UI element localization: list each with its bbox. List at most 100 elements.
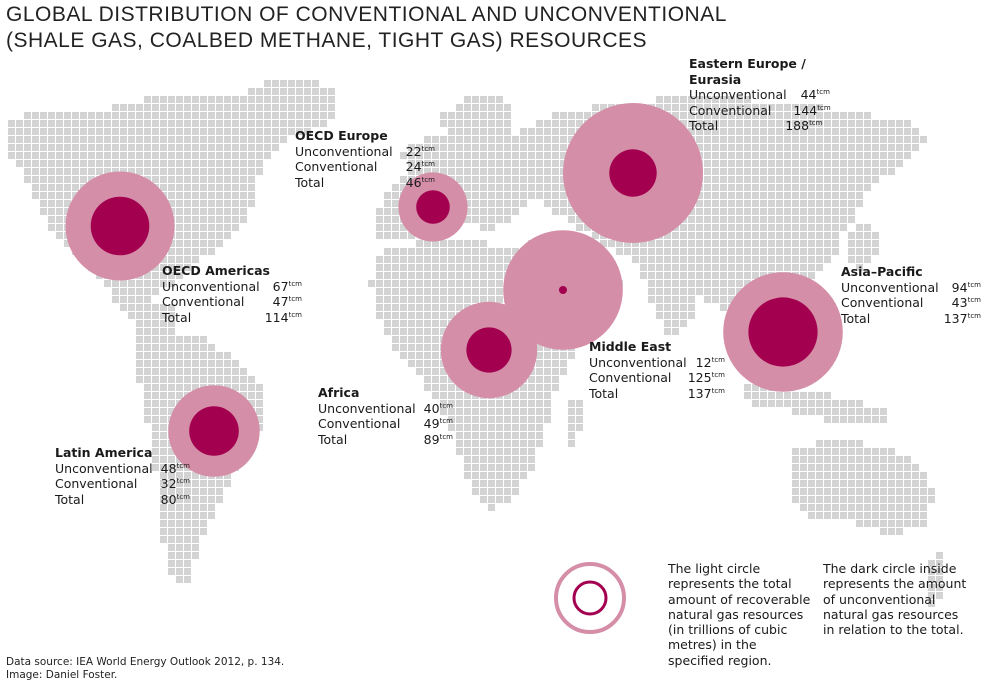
unit: tcm: [967, 295, 981, 304]
note-line: represents the amount: [823, 576, 967, 592]
unit: tcm: [439, 432, 453, 441]
value-total: 114: [264, 309, 289, 325]
label-unconventional: Unconventional: [689, 87, 787, 102]
region-label-middle-east: Middle East Unconventional 12tcm Conventi…: [589, 339, 725, 401]
label-total: Total: [689, 118, 719, 133]
image-credit: Image: Daniel Foster.: [6, 669, 118, 681]
legend-light-circle: [554, 562, 626, 634]
note-line: represents the total: [668, 576, 792, 592]
region-name: Eastern Europe / Eurasia: [689, 56, 806, 87]
unconventional-circle-oecd-americas: [90, 196, 150, 256]
label-unconventional: Unconventional: [841, 279, 939, 295]
region-name: Africa: [318, 385, 360, 400]
note-line: The dark circle inside: [823, 561, 957, 576]
value-conventional: 24: [405, 159, 422, 174]
value-total: 188: [785, 118, 810, 133]
value-conventional: 43: [951, 295, 968, 310]
value-unconventional: 12: [695, 354, 712, 370]
value-conventional: 32: [160, 476, 177, 491]
unit: tcm: [816, 87, 830, 96]
region-label-asia-pacific: Asia–Pacific Unconventional 94tcm Convent…: [841, 264, 981, 326]
legend-dark-circle-note: The dark circle inside represents the am…: [823, 561, 966, 637]
unconventional-circle-latin-america: [189, 406, 239, 456]
label-total: Total: [162, 309, 192, 325]
note-line: in relation to the total.: [823, 622, 964, 638]
title-line-1: GLOBAL DISTRIBUTION OF CONVENTIONAL AND …: [6, 3, 727, 26]
value-total: 137: [943, 310, 968, 326]
region-label-africa: Africa Unconventional 40tcm Conventional 4…: [318, 385, 453, 447]
unconventional-circle-asia-pacific: [748, 297, 818, 367]
unconventional-circle-middle-east: [559, 286, 567, 294]
region-label-oecd-europe: OECD Europe Unconventional 22tcm Conventi…: [295, 128, 435, 190]
land-pixels: [8, 80, 943, 607]
label-conventional: Conventional: [841, 295, 924, 310]
value-unconventional: 94: [951, 279, 968, 295]
note-line: of unconventional: [823, 591, 936, 607]
value-total: 80: [160, 491, 177, 507]
label-conventional: Conventional: [55, 476, 138, 491]
unit: tcm: [421, 144, 435, 153]
region-label-eastern-europe-eurasia: Eastern Europe / Eurasia Unconventional 4…: [689, 56, 831, 134]
legend-circles: [554, 562, 626, 634]
unit: tcm: [288, 310, 302, 319]
value-unconventional: 48: [160, 460, 177, 476]
note-line: (in trillions of cubic: [668, 622, 788, 638]
unit: tcm: [967, 311, 981, 320]
resource-circles: [65, 103, 843, 477]
region-name: Middle East: [589, 339, 672, 354]
unit: tcm: [439, 401, 453, 410]
unit: tcm: [288, 279, 302, 288]
label-total: Total: [841, 310, 871, 326]
value-conventional: 125: [687, 370, 712, 385]
unit: tcm: [711, 355, 725, 364]
credits: Data source: IEA World Energy Outlook 20…: [6, 656, 284, 682]
label-unconventional: Unconventional: [295, 143, 393, 159]
title-line-2: (SHALE GAS, COALBED METHANE, TIGHT GAS) …: [6, 29, 648, 52]
value-total: 89: [423, 431, 440, 447]
land-pixel-grid: [8, 80, 943, 607]
region-name: Asia–Pacific: [841, 264, 923, 279]
value-total: 137: [687, 385, 712, 401]
value-conventional: 49: [423, 416, 440, 431]
unit: tcm: [176, 476, 190, 485]
value-unconventional: 44: [800, 87, 817, 102]
unit: tcm: [711, 386, 725, 395]
unit: tcm: [288, 294, 302, 303]
unit: tcm: [421, 159, 435, 168]
value-unconventional: 40: [423, 400, 440, 416]
region-name: Latin America: [55, 445, 153, 460]
value-unconventional: 22: [405, 143, 422, 159]
region-label-latin-america: Latin America Unconventional 48tcm Conven…: [55, 445, 190, 507]
label-total: Total: [55, 491, 85, 507]
legend-light-circle-note: The light circle represents the total am…: [668, 561, 810, 668]
unit: tcm: [711, 370, 725, 379]
unconventional-circle-oecd-europe: [416, 190, 450, 224]
value-conventional: 47: [272, 294, 289, 309]
unit: tcm: [809, 118, 823, 127]
unconventional-circle-eastern-europe-eurasia: [609, 149, 657, 197]
legend-dark-circle: [572, 580, 608, 616]
value-total: 46: [405, 174, 422, 190]
unit: tcm: [421, 175, 435, 184]
note-line: amount of recoverable: [668, 591, 811, 607]
value-unconventional: 67: [272, 278, 289, 294]
unit: tcm: [817, 103, 831, 112]
note-line: natural gas resources: [823, 606, 959, 622]
label-unconventional: Unconventional: [55, 460, 153, 476]
label-unconventional: Unconventional: [318, 400, 416, 416]
unit: tcm: [439, 416, 453, 425]
label-conventional: Conventional: [318, 416, 401, 431]
unconventional-circle-africa: [466, 327, 512, 373]
region-name: OECD Americas: [162, 263, 270, 278]
label-total: Total: [318, 431, 348, 447]
unit: tcm: [176, 461, 190, 470]
note-line: natural gas resources: [668, 606, 804, 622]
unit: tcm: [176, 492, 190, 501]
label-total: Total: [589, 385, 619, 401]
note-line: metres) in the: [668, 637, 757, 653]
label-conventional: Conventional: [689, 102, 772, 118]
label-conventional: Conventional: [162, 294, 245, 309]
unit: tcm: [967, 280, 981, 289]
note-line: The light circle: [668, 561, 761, 576]
